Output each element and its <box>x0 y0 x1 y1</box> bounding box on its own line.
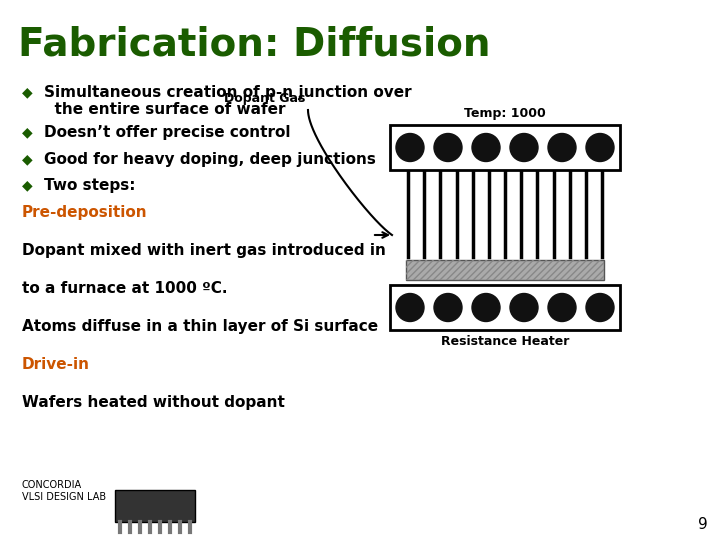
Text: Dopant Gas: Dopant Gas <box>224 92 305 105</box>
Text: to a furnace at 1000 ºC.: to a furnace at 1000 ºC. <box>22 281 228 296</box>
Circle shape <box>586 133 614 161</box>
Circle shape <box>586 294 614 321</box>
Text: Wafers heated without dopant: Wafers heated without dopant <box>22 395 285 410</box>
Text: 9: 9 <box>698 517 708 532</box>
Text: Simultaneous creation of p-n junction over
  the entire surface of wafer: Simultaneous creation of p-n junction ov… <box>44 85 412 117</box>
Text: Two steps:: Two steps: <box>44 178 135 193</box>
Circle shape <box>472 133 500 161</box>
Text: Dopant mixed with inert gas introduced in: Dopant mixed with inert gas introduced i… <box>22 243 386 258</box>
Text: Temp: 1000: Temp: 1000 <box>464 107 546 120</box>
Text: Resistance Heater: Resistance Heater <box>441 335 570 348</box>
Text: ◆: ◆ <box>22 152 32 166</box>
Circle shape <box>548 294 576 321</box>
Bar <box>390 285 620 330</box>
Text: ◆: ◆ <box>22 178 32 192</box>
Circle shape <box>510 294 538 321</box>
Text: CONCORDIA
VLSI DESIGN LAB: CONCORDIA VLSI DESIGN LAB <box>22 481 106 502</box>
Text: Atoms diffuse in a thin layer of Si surface: Atoms diffuse in a thin layer of Si surf… <box>22 319 378 334</box>
Bar <box>406 260 604 280</box>
Circle shape <box>510 133 538 161</box>
Text: Fabrication: Diffusion: Fabrication: Diffusion <box>18 25 490 63</box>
Bar <box>390 125 620 170</box>
Text: ◆: ◆ <box>22 125 32 139</box>
Circle shape <box>548 133 576 161</box>
Text: ◆: ◆ <box>22 85 32 99</box>
Circle shape <box>472 294 500 321</box>
Text: Doesn’t offer precise control: Doesn’t offer precise control <box>44 125 290 140</box>
Circle shape <box>396 133 424 161</box>
Circle shape <box>434 133 462 161</box>
Bar <box>406 260 604 280</box>
Text: Good for heavy doping, deep junctions: Good for heavy doping, deep junctions <box>44 152 376 167</box>
Bar <box>115 490 195 522</box>
Text: Pre-deposition: Pre-deposition <box>22 205 148 220</box>
Circle shape <box>396 294 424 321</box>
Text: Drive-in: Drive-in <box>22 357 90 372</box>
Circle shape <box>434 294 462 321</box>
